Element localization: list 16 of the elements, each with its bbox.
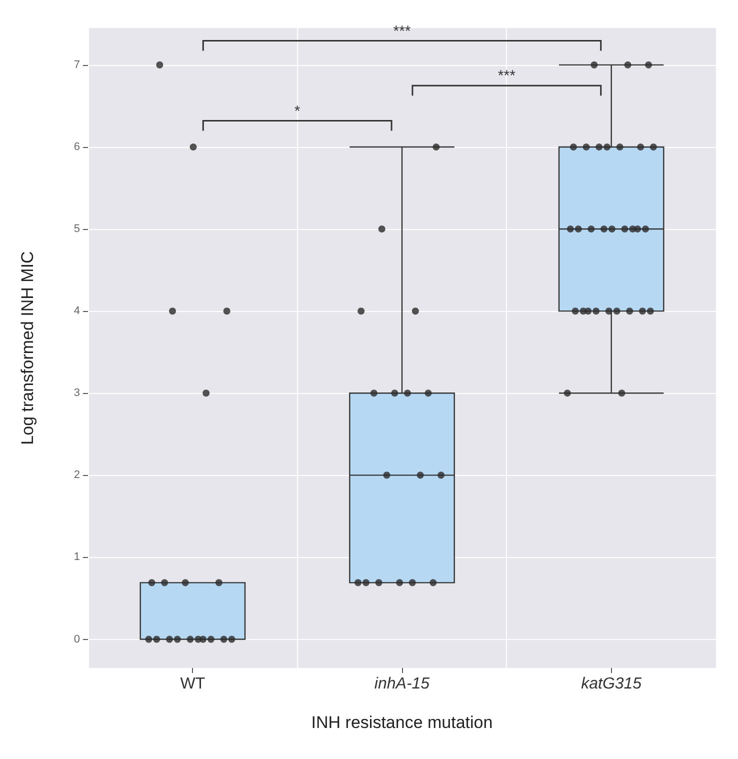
x-tick-label: katG315 — [581, 676, 642, 692]
annotation: *** — [393, 22, 411, 40]
y-tick-label: 5 — [74, 223, 80, 236]
x-tick-label: inhA-15 — [374, 676, 430, 692]
y-axis-title: Log transformed INH MIC — [18, 251, 37, 445]
y-tick-label: 4 — [74, 305, 80, 318]
annotation: * — [294, 102, 300, 120]
y-tick-label: 7 — [74, 58, 80, 71]
y-tick-label: 6 — [74, 140, 80, 153]
y-tick-label: 1 — [74, 551, 80, 564]
y-tick-label: 2 — [74, 469, 80, 482]
y-tick-label: 3 — [74, 387, 80, 400]
y-tick-label: 0 — [74, 633, 80, 646]
annotation: *** — [498, 68, 516, 85]
x-axis-title: INH resistance mutation — [311, 713, 493, 732]
x-tick-label: WT — [180, 676, 206, 692]
